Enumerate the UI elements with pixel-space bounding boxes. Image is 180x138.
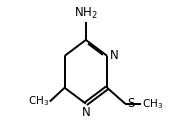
Text: NH$_2$: NH$_2$ xyxy=(74,6,98,21)
Text: N: N xyxy=(110,49,119,62)
Text: CH$_3$: CH$_3$ xyxy=(28,95,49,108)
Text: N: N xyxy=(82,106,91,119)
Text: S: S xyxy=(127,97,134,110)
Text: CH$_3$: CH$_3$ xyxy=(142,97,163,111)
